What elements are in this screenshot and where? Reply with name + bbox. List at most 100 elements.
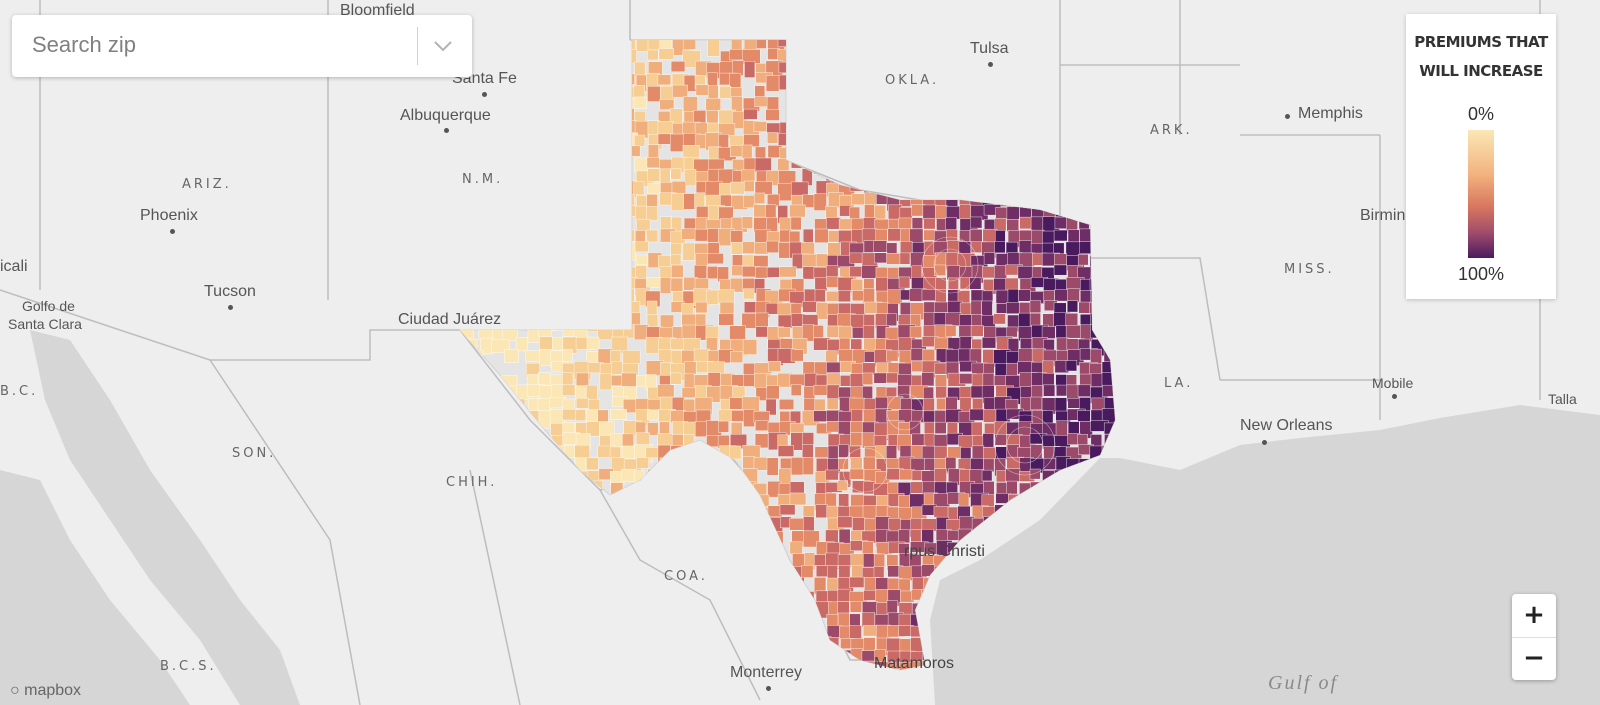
- zip-cell: [815, 504, 828, 519]
- zip-cell: [633, 84, 645, 98]
- zip-cell: [718, 206, 734, 221]
- city-label-phoenix: Phoenix: [140, 207, 198, 224]
- zip-cell: [779, 399, 795, 410]
- zip-cell: [970, 300, 982, 316]
- zip-cell: [647, 144, 659, 159]
- zip-cell: [826, 398, 839, 410]
- zip-cell: [765, 398, 777, 416]
- zip-cell: [849, 625, 862, 639]
- zip-cell: [729, 49, 745, 61]
- zip-cell: [730, 181, 745, 195]
- zip-cell: [981, 469, 993, 482]
- zip-cell: [789, 518, 806, 531]
- zip-cell: [790, 384, 802, 396]
- zip-cell: [863, 637, 876, 654]
- city-dot: [1392, 394, 1397, 399]
- zip-search-input[interactable]: [12, 15, 432, 75]
- zip-cell: [779, 504, 796, 516]
- zip-cell: [803, 386, 816, 400]
- mapbox-attribution[interactable]: ○ mapbox: [10, 682, 81, 700]
- zip-cell: [993, 313, 1006, 325]
- city-dot: [444, 128, 449, 133]
- zip-cell: [657, 433, 674, 447]
- zip-cell: [647, 422, 659, 436]
- chevron-down-icon[interactable]: [430, 33, 456, 59]
- zip-cell: [670, 168, 682, 180]
- zip-cell: [732, 386, 746, 398]
- zip-cell: [659, 277, 672, 294]
- zip-cell: [1029, 468, 1041, 480]
- zip-cell: [597, 409, 609, 424]
- zip-cell: [838, 349, 855, 363]
- zip-cell: [945, 217, 957, 231]
- zip-cell: [1018, 289, 1031, 302]
- zip-cell: [707, 350, 720, 363]
- zip-cell: [779, 266, 797, 278]
- zip-cell: [1077, 410, 1091, 422]
- zip-cell: [862, 372, 874, 385]
- zip-cell: [742, 456, 756, 469]
- legend-max-label: 100%: [1457, 264, 1505, 284]
- zip-cell: [862, 432, 875, 449]
- zip-cell: [874, 252, 888, 264]
- zip-cell: [969, 408, 985, 421]
- zip-cell: [922, 204, 937, 221]
- zip-cell: [813, 193, 827, 211]
- zip-cell: [886, 253, 902, 265]
- zip-cell: [515, 337, 529, 352]
- zip-cell: [838, 565, 851, 578]
- zip-cell: [994, 265, 1007, 279]
- zip-cell: [789, 204, 806, 218]
- zip-cell: [766, 385, 780, 400]
- zip-cell: [633, 96, 647, 109]
- zip-cell: [768, 361, 781, 372]
- zip-cell: [1006, 206, 1020, 220]
- zip-cell: [660, 216, 672, 230]
- zip-cell: [765, 75, 780, 92]
- zip-cell: [657, 121, 674, 136]
- region-label-la: LA.: [1164, 376, 1194, 391]
- zip-cell: [621, 372, 637, 389]
- city-dot: [988, 62, 993, 67]
- zip-cell: [825, 469, 839, 481]
- zip-cell: [813, 554, 826, 566]
- zip-cell: [934, 468, 947, 484]
- zip-cell: [935, 205, 948, 220]
- city-label-corpus-christi: rpus Christi: [904, 543, 985, 560]
- zip-cell: [754, 157, 772, 173]
- zip-cell: [694, 228, 708, 242]
- zip-cell: [983, 409, 998, 423]
- zip-cell: [659, 168, 671, 185]
- zip-cell: [1102, 384, 1115, 397]
- region-label-ariz: ARIZ.: [182, 177, 232, 192]
- zip-cell: [599, 373, 612, 391]
- zip-cell: [873, 205, 886, 220]
- zip-cell: [971, 314, 983, 327]
- zip-cell: [1018, 240, 1032, 254]
- zip-cell: [765, 204, 777, 218]
- zip-cell: [934, 264, 946, 276]
- zip-cell: [909, 326, 923, 339]
- zip-cell: [1077, 254, 1089, 266]
- zip-cell: [622, 350, 641, 364]
- zip-cell: [707, 361, 725, 374]
- zip-cell: [933, 506, 951, 518]
- zip-cell: [586, 336, 600, 350]
- zip-cell: [849, 468, 864, 480]
- zip-cell: [814, 289, 826, 303]
- zoom-in-button[interactable]: +: [1523, 600, 1545, 630]
- city-label-golfo-1: Golfo de: [22, 298, 75, 314]
- zip-cell: [960, 447, 972, 460]
- zip-cell: [1030, 396, 1043, 411]
- zip-cell: [886, 372, 898, 384]
- zip-cell: [981, 337, 996, 349]
- zip-cell: [911, 217, 923, 229]
- zoom-out-button[interactable]: −: [1523, 643, 1545, 673]
- zip-cell: [562, 384, 576, 396]
- zip-cell: [852, 517, 866, 533]
- zip-cell: [814, 228, 829, 243]
- zip-search-box[interactable]: [12, 15, 472, 77]
- zip-cell: [946, 265, 961, 280]
- zip-cell: [826, 290, 840, 302]
